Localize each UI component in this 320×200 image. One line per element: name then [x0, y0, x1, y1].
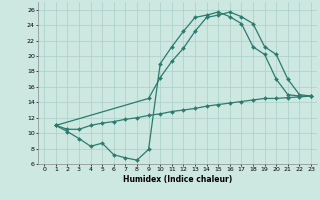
X-axis label: Humidex (Indice chaleur): Humidex (Indice chaleur) — [123, 175, 232, 184]
